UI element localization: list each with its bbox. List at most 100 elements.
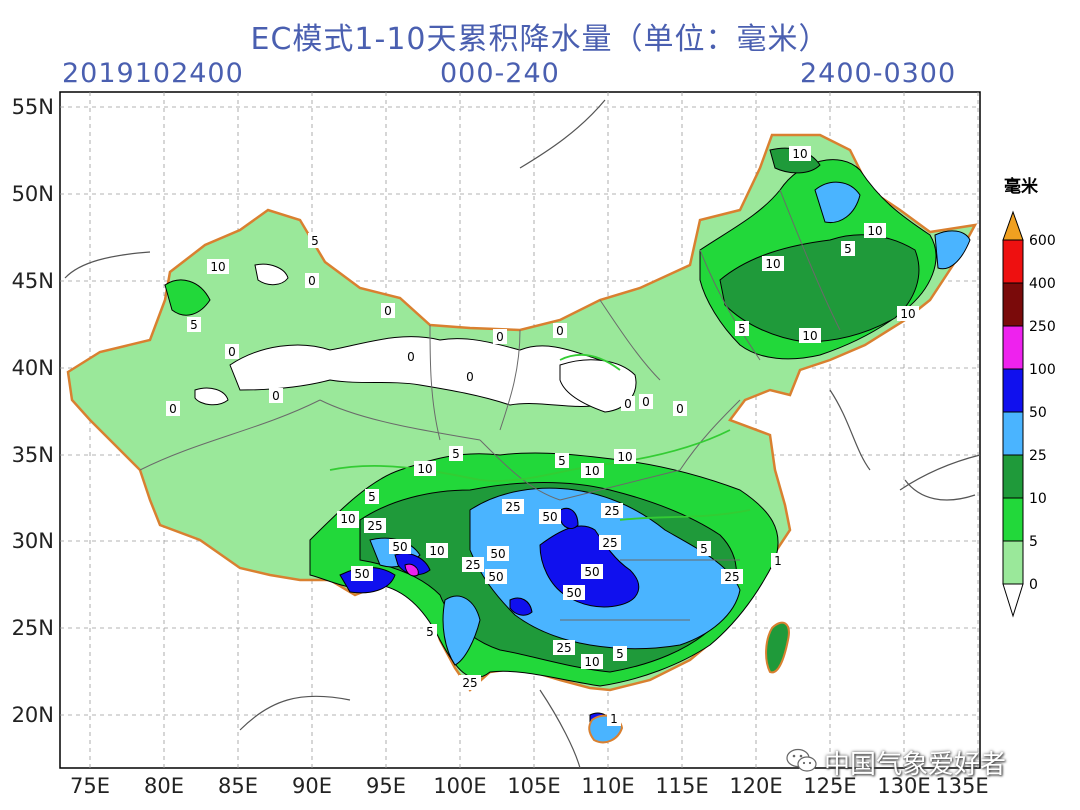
svg-text:1: 1: [774, 554, 782, 568]
river-lines: [329, 353, 751, 521]
contour-label: 10: [581, 463, 603, 478]
svg-text:5: 5: [311, 234, 319, 248]
contour-label: 0: [463, 369, 477, 384]
legend-swatch: [1002, 282, 1024, 327]
lon-tick-labels: 75E 80E 85E 90E 95E 100E 105E 110E 115E 120E 125E 1…: [70, 774, 989, 798]
contour-label: 5: [423, 624, 437, 639]
contour-label: 5: [697, 541, 711, 556]
contour-label: 10: [414, 461, 436, 476]
lon-tick-label: 80E: [144, 774, 184, 798]
lon-tick-label: 130E: [877, 774, 930, 798]
contour-label: 25: [721, 569, 743, 584]
svg-text:0: 0: [228, 345, 236, 359]
contour-label: 25: [599, 535, 621, 550]
svg-text:50: 50: [542, 510, 557, 524]
init-time-label: 2019102400: [62, 58, 244, 89]
svg-text:0: 0: [496, 330, 504, 344]
lon-tick-label: 95E: [366, 774, 406, 798]
svg-text:50: 50: [488, 570, 503, 584]
legend-swatch: [1002, 411, 1024, 456]
contour-label: 10: [799, 328, 821, 343]
svg-text:0: 0: [384, 304, 392, 318]
svg-text:10: 10: [765, 257, 780, 271]
contour-label: 50: [485, 569, 507, 584]
contour-label: 0: [381, 303, 395, 318]
legend-swatch: [1002, 540, 1024, 585]
svg-text:10: 10: [802, 329, 817, 343]
contour-label: 25: [462, 557, 484, 572]
contour-label: 50: [539, 509, 561, 524]
contour-label: 50: [581, 564, 603, 579]
svg-text:10: 10: [900, 307, 915, 321]
svg-text:10: 10: [210, 260, 225, 274]
contour-label: 10: [207, 259, 229, 274]
legend-label: 0: [1029, 577, 1038, 593]
svg-text:50: 50: [490, 547, 505, 561]
legend-label: 600: [1029, 233, 1056, 249]
watermark-text: 中国气象爱好者: [824, 750, 1007, 780]
contour-label: 5: [613, 646, 627, 661]
svg-text:25: 25: [556, 641, 571, 655]
forecast-hours-label: 000-240: [440, 58, 560, 89]
taiwan-island: [765, 621, 790, 674]
svg-text:10: 10: [417, 462, 432, 476]
svg-text:25: 25: [465, 558, 480, 572]
legend-label: 50: [1029, 405, 1047, 421]
legend-swatch: [1002, 368, 1024, 413]
svg-text:10: 10: [584, 655, 599, 669]
legend-label: 10: [1029, 491, 1047, 507]
contour-label: 5: [449, 446, 463, 461]
contour-label: 5: [735, 321, 749, 336]
lon-tick-label: 90E: [292, 774, 332, 798]
svg-text:25: 25: [602, 536, 617, 550]
svg-text:25: 25: [604, 504, 619, 518]
svg-text:0: 0: [642, 395, 650, 409]
contour-label: 0: [673, 401, 687, 416]
legend-label: 400: [1029, 276, 1056, 292]
contour-label: 25: [553, 640, 575, 655]
contour-label: 10: [864, 223, 886, 238]
legend-label: 5: [1029, 534, 1038, 550]
contour-label: 25: [601, 503, 623, 518]
lon-tick-label: 110E: [581, 774, 634, 798]
legend-label: 100: [1029, 362, 1056, 378]
contour-label: 0: [166, 401, 180, 416]
contour-label: 0: [639, 394, 653, 409]
svg-text:1: 1: [610, 712, 618, 726]
svg-text:5: 5: [190, 318, 198, 332]
svg-text:10: 10: [340, 512, 355, 526]
lon-tick-label: 75E: [70, 774, 110, 798]
contour-label: 5: [187, 317, 201, 332]
contour-label: 5: [308, 233, 322, 248]
contour-label: 0: [225, 344, 239, 359]
contour-label: 50: [351, 566, 373, 581]
contour-label: 0: [553, 323, 567, 338]
map-title: EC模式1-10天累积降水量（单位：毫米）: [250, 22, 830, 57]
lon-tick-label: 100E: [433, 774, 486, 798]
legend-swatch: [1002, 454, 1024, 499]
contour-label: 5: [555, 453, 569, 468]
lat-tick-label: 20N: [12, 703, 54, 727]
svg-text:50: 50: [354, 567, 369, 581]
lon-tick-label: 105E: [507, 774, 560, 798]
neighbor-borders: [64, 99, 981, 769]
lat-tick-label: 25N: [12, 616, 54, 640]
wechat-icon: [786, 748, 817, 772]
svg-text:50: 50: [566, 586, 581, 600]
lat-tick-labels: 55N 50N 45N 40N 35N 30N 25N 20N: [12, 95, 54, 727]
contour-label: 0: [621, 396, 635, 411]
contour-label: 5: [365, 489, 379, 504]
contour-label: 10: [897, 306, 919, 321]
lon-tick-label: 125E: [803, 774, 856, 798]
lat-tick-label: 40N: [12, 356, 54, 380]
svg-text:10: 10: [429, 544, 444, 558]
svg-text:5: 5: [558, 454, 566, 468]
contour-labels: 1051010505100500000000001051010255105252…: [166, 146, 919, 726]
legend-label: 25: [1029, 448, 1047, 464]
dry-regions: [194, 263, 637, 413]
svg-text:10: 10: [617, 450, 632, 464]
contour-label: 25: [502, 499, 524, 514]
lat-tick-label: 35N: [12, 443, 54, 467]
